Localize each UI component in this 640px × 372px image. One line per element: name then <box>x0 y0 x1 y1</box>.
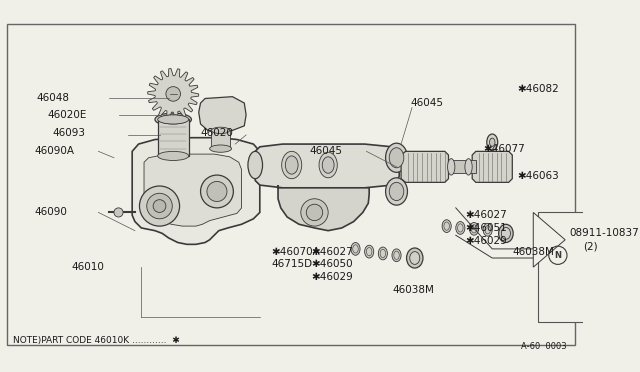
Ellipse shape <box>465 158 472 175</box>
Ellipse shape <box>483 223 492 236</box>
Text: ✱46050: ✱46050 <box>312 259 353 269</box>
Text: 46020: 46020 <box>200 128 234 138</box>
Ellipse shape <box>394 251 399 259</box>
Polygon shape <box>148 68 199 119</box>
Bar <box>538 212 640 322</box>
Circle shape <box>200 175 234 208</box>
Circle shape <box>140 186 180 226</box>
Text: ✱46082: ✱46082 <box>518 84 559 94</box>
Ellipse shape <box>499 224 513 243</box>
Text: NOTE)PART CODE 46010K ............  ✱: NOTE)PART CODE 46010K ............ ✱ <box>13 336 179 346</box>
Text: 46038M: 46038M <box>512 247 554 257</box>
Text: 46010: 46010 <box>71 262 104 272</box>
Ellipse shape <box>351 243 360 255</box>
Ellipse shape <box>456 222 465 234</box>
Ellipse shape <box>159 115 188 124</box>
Ellipse shape <box>385 178 408 205</box>
Ellipse shape <box>406 248 423 268</box>
Ellipse shape <box>447 158 455 175</box>
Text: ✱46027: ✱46027 <box>312 247 353 257</box>
Ellipse shape <box>155 113 191 126</box>
Circle shape <box>587 245 612 271</box>
Text: 46045: 46045 <box>310 146 343 156</box>
Ellipse shape <box>442 220 451 232</box>
Text: 46093: 46093 <box>53 128 86 138</box>
Polygon shape <box>144 154 241 226</box>
Polygon shape <box>255 144 399 188</box>
Ellipse shape <box>157 151 189 160</box>
Polygon shape <box>401 151 449 182</box>
Ellipse shape <box>389 148 404 168</box>
Circle shape <box>307 204 323 221</box>
Polygon shape <box>472 151 512 182</box>
Ellipse shape <box>365 245 374 258</box>
Ellipse shape <box>410 251 420 264</box>
Text: 46045: 46045 <box>410 98 444 108</box>
Ellipse shape <box>353 245 358 253</box>
Text: ✱46063: ✱46063 <box>518 171 559 181</box>
Text: ✱46027: ✱46027 <box>465 210 507 220</box>
Circle shape <box>147 193 172 219</box>
Ellipse shape <box>487 134 498 150</box>
Circle shape <box>207 182 227 202</box>
Ellipse shape <box>282 151 301 179</box>
Bar <box>211 131 230 147</box>
Text: 46020E: 46020E <box>47 110 87 120</box>
Ellipse shape <box>157 115 189 124</box>
Bar <box>157 119 189 156</box>
Circle shape <box>597 255 602 261</box>
Text: 46715D: 46715D <box>271 259 313 269</box>
Text: ✱46029: ✱46029 <box>312 272 353 282</box>
Text: 08911-10837: 08911-10837 <box>570 228 639 238</box>
Bar <box>449 160 476 173</box>
Polygon shape <box>533 212 565 267</box>
Ellipse shape <box>389 182 404 201</box>
Text: 46090A: 46090A <box>35 146 75 156</box>
Ellipse shape <box>458 224 463 232</box>
Ellipse shape <box>367 247 372 256</box>
Ellipse shape <box>248 151 262 179</box>
Ellipse shape <box>322 157 334 173</box>
Ellipse shape <box>471 225 477 233</box>
Ellipse shape <box>490 138 495 146</box>
Text: A-60  0003: A-60 0003 <box>522 342 567 351</box>
Ellipse shape <box>501 227 511 239</box>
Ellipse shape <box>285 156 298 174</box>
Circle shape <box>301 199 328 226</box>
Ellipse shape <box>380 249 385 257</box>
Ellipse shape <box>392 249 401 262</box>
Ellipse shape <box>385 143 408 172</box>
Ellipse shape <box>210 145 232 152</box>
Ellipse shape <box>470 222 479 235</box>
Ellipse shape <box>319 152 337 178</box>
Polygon shape <box>199 97 246 131</box>
Text: ✱46051: ✱46051 <box>465 223 507 233</box>
Text: (2): (2) <box>584 241 598 251</box>
Text: 46090: 46090 <box>35 208 67 218</box>
Text: ✱46029: ✱46029 <box>465 236 507 246</box>
Text: ✱46077: ✱46077 <box>483 144 525 154</box>
Ellipse shape <box>211 127 230 134</box>
Ellipse shape <box>378 247 387 260</box>
Ellipse shape <box>444 222 449 230</box>
Circle shape <box>166 87 180 101</box>
Circle shape <box>593 251 606 264</box>
Circle shape <box>153 200 166 212</box>
Polygon shape <box>132 138 260 244</box>
Ellipse shape <box>485 226 490 234</box>
Text: 46048: 46048 <box>36 93 70 103</box>
Circle shape <box>114 208 123 217</box>
Text: N: N <box>554 251 561 260</box>
Polygon shape <box>278 185 369 231</box>
Text: 46038M: 46038M <box>392 285 434 295</box>
Text: ✱46070A: ✱46070A <box>271 247 321 257</box>
